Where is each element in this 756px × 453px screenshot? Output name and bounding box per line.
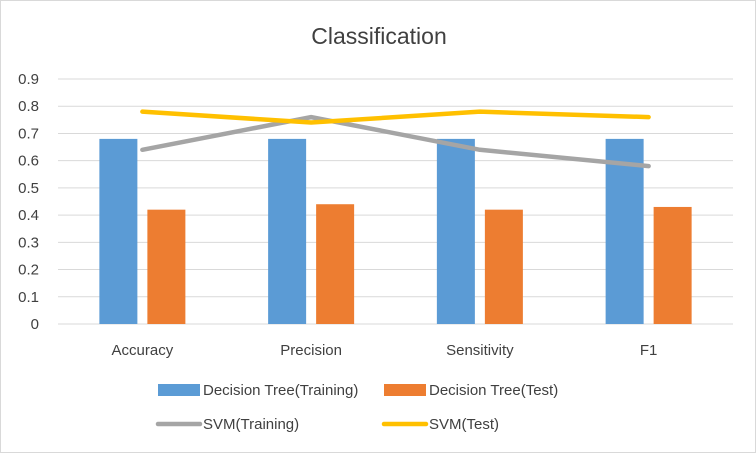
line-series — [140, 109, 651, 169]
x-tick-label: Accuracy — [112, 342, 174, 359]
bar-decision-tree-training — [99, 138, 138, 324]
chart-title: Classification — [311, 23, 447, 49]
y-axis-ticks: 0 0.1 0.2 0.3 0.4 0.5 0.6 0.7 0.8 0.9 — [18, 71, 39, 333]
x-tick-label: Precision — [280, 342, 342, 359]
x-axis-ticks: Accuracy Precision Sensitivity F1 — [112, 342, 658, 359]
bar-decision-tree-training — [436, 138, 475, 324]
y-tick-label: 0.5 — [18, 180, 39, 197]
legend-label-svm-training: SVM(Training) — [203, 416, 299, 433]
bar-series — [99, 138, 692, 324]
line-svm-training — [140, 114, 651, 169]
legend-swatch-decision-tree-test — [384, 384, 426, 396]
legend-swatch-decision-tree-training — [158, 384, 200, 396]
bar-decision-tree-test — [147, 209, 186, 324]
bar-decision-tree-test — [316, 204, 355, 324]
legend-label-decision-tree-training: Decision Tree(Training) — [203, 382, 358, 399]
bar-decision-tree-test — [484, 209, 523, 324]
y-tick-label: 0.1 — [18, 289, 39, 306]
y-tick-label: 0.6 — [18, 153, 39, 170]
bar-decision-tree-test — [653, 206, 692, 324]
y-tick-label: 0.8 — [18, 98, 39, 115]
legend-label-svm-test: SVM(Test) — [429, 416, 499, 433]
y-tick-label: 0.2 — [18, 262, 39, 279]
x-tick-label: F1 — [640, 342, 658, 359]
y-tick-label: 0.3 — [18, 234, 39, 251]
y-tick-label: 0.9 — [18, 71, 39, 88]
bar-decision-tree-training — [268, 138, 307, 324]
x-tick-label: Sensitivity — [446, 342, 514, 359]
bar-decision-tree-training — [605, 138, 644, 324]
y-tick-label: 0.7 — [18, 125, 39, 142]
line-svm-test — [140, 109, 651, 125]
y-tick-label: 0.4 — [18, 207, 39, 224]
y-tick-label: 0 — [31, 316, 39, 333]
legend: Decision Tree(Training) Decision Tree(Tes… — [155, 382, 558, 433]
legend-label-decision-tree-test: Decision Tree(Test) — [429, 382, 558, 399]
